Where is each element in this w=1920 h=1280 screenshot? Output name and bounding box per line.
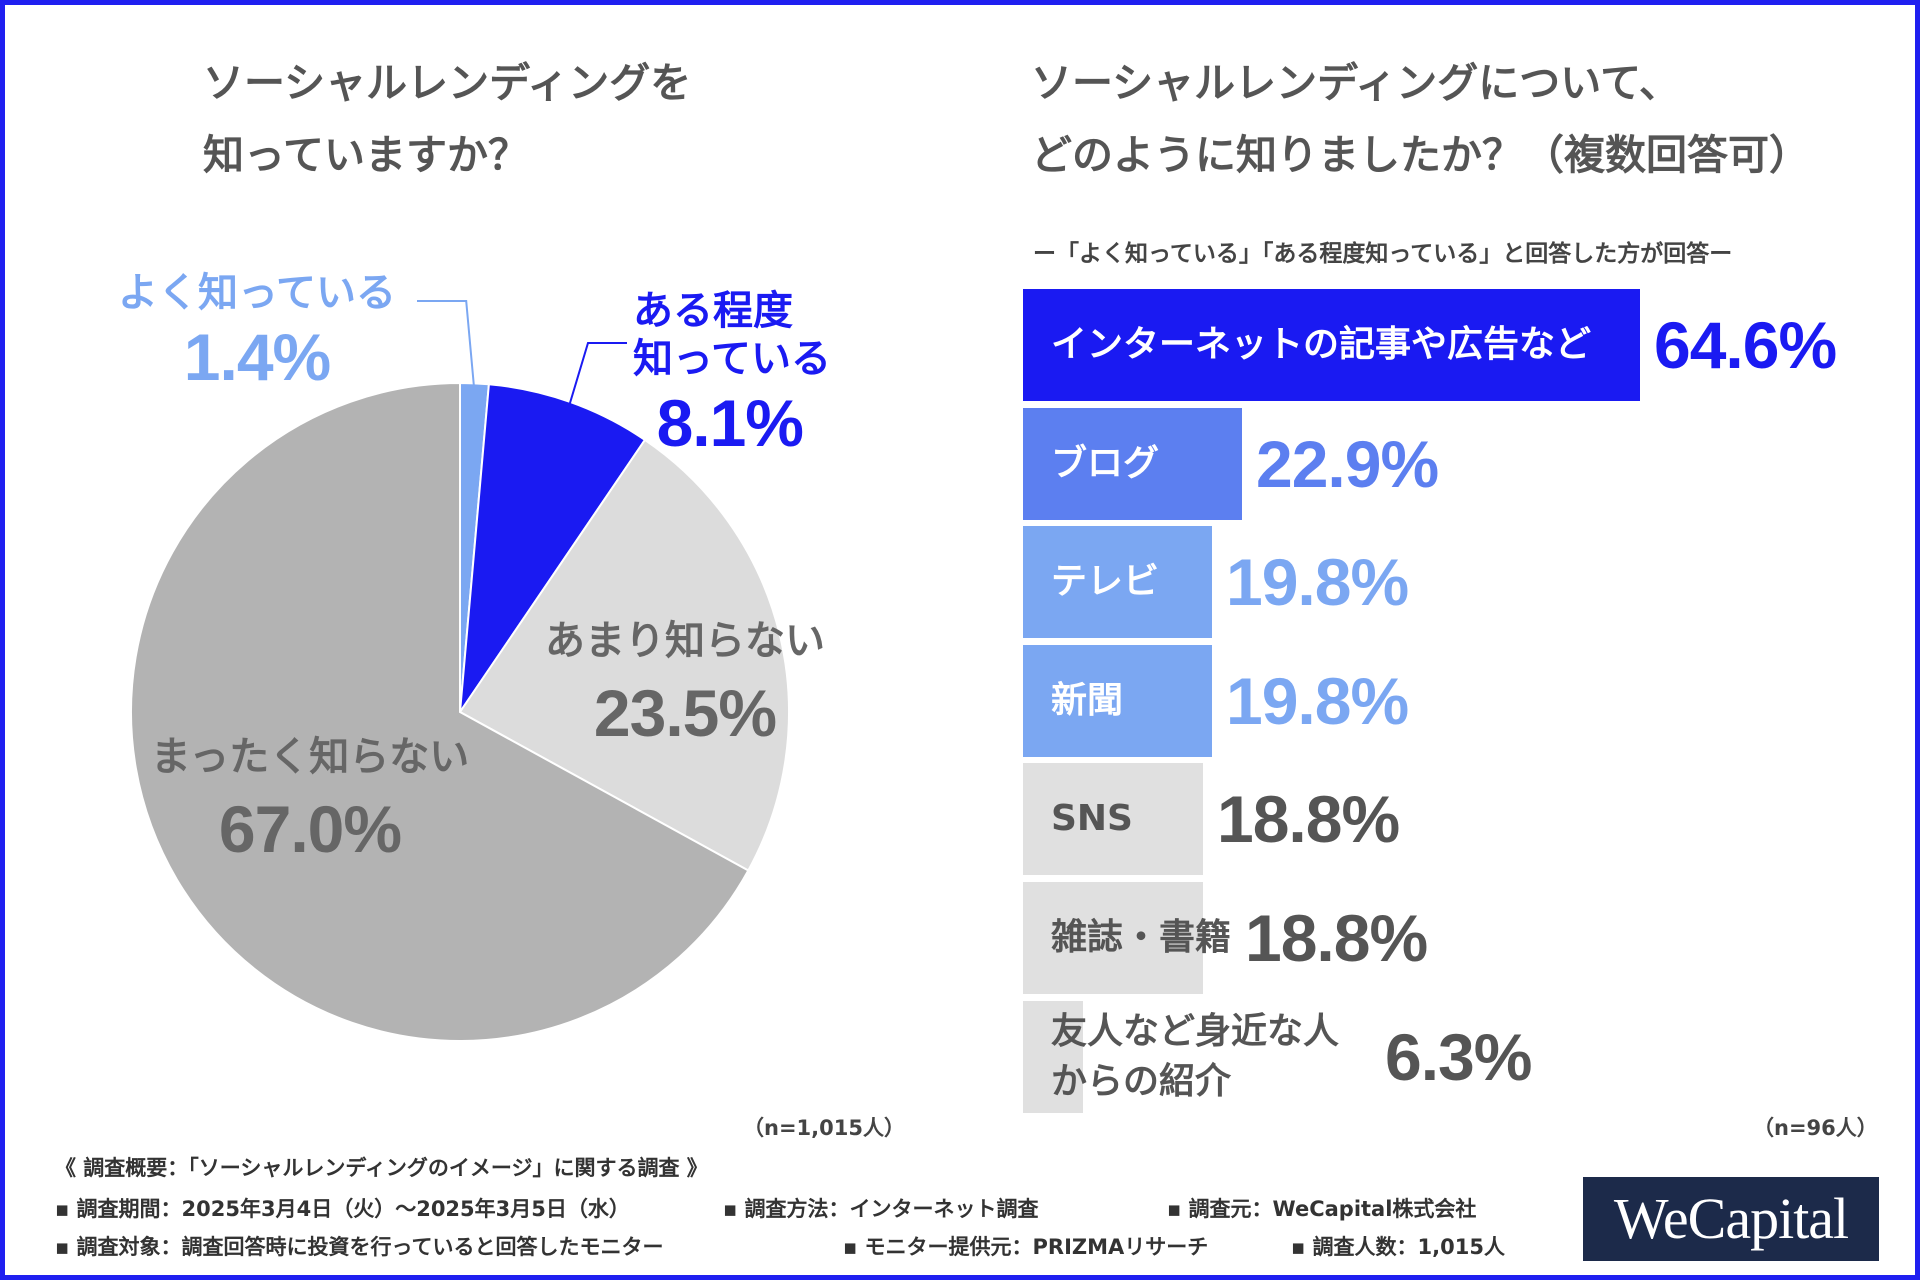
bar-value-newspaper: 19.8%	[1226, 664, 1409, 738]
left-title-line1: ソーシャルレンディングを	[203, 59, 692, 107]
bar-internet	[1023, 289, 1640, 401]
bar-label-friend: 友人など身近な人からの紹介	[1051, 1011, 1340, 1102]
survey-count: ▪ 調査人数：1,015人	[1291, 1235, 1505, 1259]
survey-method: ▪ 調査方法：インターネット調査	[723, 1197, 1039, 1221]
bar-value-tv: 19.8%	[1226, 545, 1409, 619]
bar-friend	[1023, 1001, 1083, 1113]
pie-label-know-somewhat-line2: 知っている	[633, 336, 831, 382]
pie-label-know-somewhat: ある程度 知っている 8.1%	[633, 287, 831, 463]
bar-label-blog: ブログ	[1051, 443, 1160, 484]
bar-magazine	[1023, 882, 1203, 994]
bar-label-tv: テレビ	[1051, 561, 1160, 602]
leader-line-know-somewhat	[568, 342, 627, 407]
survey-provider: ▪ モニター提供元：PRIZMAリサーチ	[843, 1235, 1209, 1259]
pie-label-know-well-value: 1.4%	[183, 320, 331, 394]
bar-blog	[1023, 408, 1242, 520]
leader-line-know-well	[417, 300, 476, 390]
bar-label-internet: インターネットの記事や広告など	[1051, 324, 1592, 365]
survey-period: ▪ 調査期間：2025年3月4日（火）～2025年3月5日（水）	[55, 1197, 630, 1221]
bar-label-magazine: 雑誌・書籍	[1051, 917, 1232, 958]
pie-label-not-much-name: あまり知らない	[545, 618, 825, 664]
pie-label-not-at-all-name: まったく知らない	[150, 734, 470, 780]
pie-label-not-much-value: 23.5%	[593, 676, 777, 750]
bar-value-friend: 6.3%	[1385, 1020, 1532, 1094]
bar-value-magazine: 18.8%	[1245, 901, 1428, 975]
pie-label-not-at-all: まったく知らない 67.0%	[145, 733, 475, 869]
pie-label-know-well: よく知っている 1.4%	[97, 269, 417, 397]
left-chart-title: ソーシャルレンディングを 知っていますか？	[203, 47, 691, 191]
bar-tv	[1023, 526, 1212, 638]
bar-newspaper	[1023, 645, 1212, 757]
bar-label-newspaper: 新聞	[1051, 680, 1124, 721]
pie-label-not-much: あまり知らない 23.5%	[535, 617, 835, 753]
pie-chart	[130, 300, 790, 1042]
bar-chart-subtitle: ー「よく知っている」「ある程度知っている」と回答した方が回答ー	[1033, 241, 1733, 267]
bar-sns	[1023, 763, 1203, 875]
bar-value-blog: 22.9%	[1256, 427, 1439, 501]
pie-label-know-somewhat-line1: ある程度	[633, 288, 793, 334]
wecapital-logo: WeCapital	[1583, 1177, 1879, 1261]
right-title-line2: どのように知りましたか？（複数回答可）	[1031, 131, 1810, 179]
bar-label-sns: SNS	[1051, 798, 1133, 839]
bar-value-sns: 18.8%	[1217, 782, 1400, 856]
survey-source: ▪ 調査元：WeCapital株式会社	[1167, 1197, 1477, 1221]
pie-slice-not-much	[458, 438, 790, 872]
bar-sample-note: （n=96人）	[1753, 1116, 1878, 1140]
right-chart-title: ソーシャルレンディングについて、 どのように知りましたか？（複数回答可）	[1031, 47, 1810, 191]
left-title-line2: 知っていますか？	[203, 131, 529, 179]
pie-slice-not-at-all	[130, 381, 750, 1042]
pie-label-not-at-all-value: 67.0%	[218, 792, 402, 866]
pie-sample-note: （n=1,015人）	[743, 1116, 905, 1140]
survey-target: ▪ 調査対象：調査回答時に投資を行っていると回答したモニター	[55, 1235, 664, 1259]
survey-heading: 《 調査概要：「ソーシャルレンディングのイメージ」に関する調査 》	[55, 1156, 708, 1180]
pie-label-know-somewhat-value: 8.1%	[656, 386, 804, 460]
pie-label-know-well-name: よく知っている	[118, 270, 396, 316]
right-title-line1: ソーシャルレンディングについて、	[1031, 59, 1681, 107]
bar-value-internet: 64.6%	[1654, 308, 1837, 382]
